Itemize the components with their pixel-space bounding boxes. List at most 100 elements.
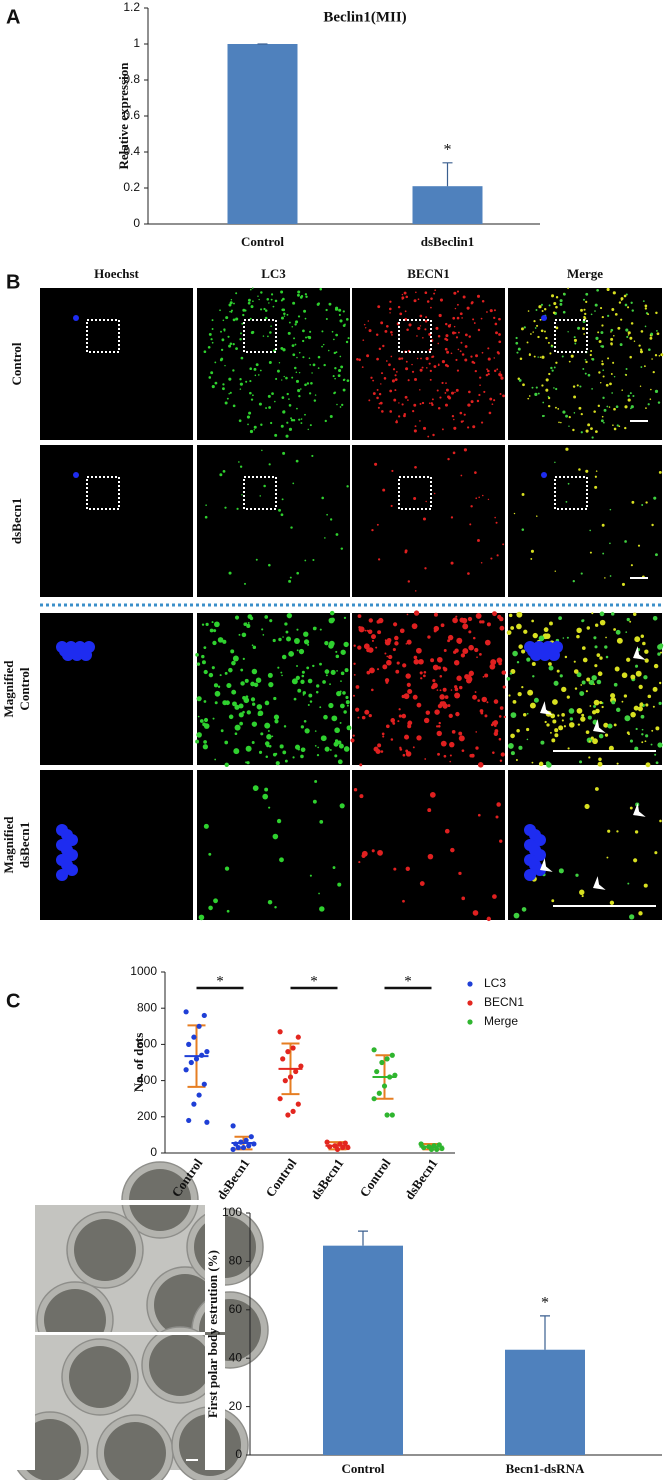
signal-dot	[243, 582, 246, 585]
signal-dot	[245, 761, 248, 764]
signal-dot	[270, 421, 273, 425]
signal-dot	[246, 623, 251, 628]
signal-dot	[562, 410, 566, 414]
signal-dot	[455, 388, 459, 392]
signal-dot	[599, 656, 603, 660]
signal-dot	[506, 630, 512, 635]
signal-dot	[437, 364, 440, 367]
signal-dot	[433, 625, 440, 632]
y-tick-label: 400	[137, 1073, 157, 1087]
signal-dot	[411, 623, 418, 630]
signal-dot	[288, 398, 290, 400]
signal-dot	[526, 712, 529, 715]
signal-dot	[481, 300, 485, 303]
signal-dot	[309, 424, 312, 427]
signal-dot	[221, 338, 225, 342]
signal-dot	[589, 529, 592, 532]
data-point	[186, 1117, 192, 1124]
signal-dot	[585, 292, 589, 296]
signal-dot	[338, 313, 341, 316]
signal-dot	[317, 746, 319, 749]
signal-dot	[552, 311, 556, 314]
signal-dot	[301, 674, 305, 678]
signal-dot	[576, 384, 579, 387]
signal-dot	[402, 753, 406, 757]
signal-dot	[606, 856, 609, 859]
signal-dot	[492, 751, 495, 754]
signal-dot	[506, 676, 511, 681]
signal-dot	[293, 337, 296, 340]
signal-dot	[474, 471, 477, 474]
signal-dot	[470, 400, 474, 404]
signal-dot	[405, 367, 409, 371]
signal-dot	[401, 403, 404, 406]
signal-dot	[411, 363, 413, 366]
signal-dot	[486, 916, 492, 922]
signal-dot	[594, 475, 597, 478]
signal-dot	[291, 325, 294, 328]
signal-dot	[334, 377, 336, 380]
signal-dot	[625, 328, 629, 332]
signal-dot	[551, 369, 554, 372]
signal-dot	[566, 695, 570, 699]
signal-dot	[251, 721, 258, 727]
signal-dot	[306, 382, 310, 385]
signal-dot	[645, 703, 649, 707]
nucleus	[66, 849, 78, 861]
signal-dot	[253, 682, 259, 688]
signal-dot	[278, 508, 281, 512]
signal-dot	[569, 717, 574, 721]
signal-dot	[278, 362, 281, 364]
signal-dot	[536, 515, 538, 517]
signal-dot	[423, 717, 430, 724]
signal-dot	[337, 882, 342, 887]
signal-dot	[527, 689, 534, 696]
signal-dot	[472, 425, 476, 429]
signal-dot	[252, 394, 254, 397]
signal-dot	[364, 327, 367, 329]
signal-dot	[558, 421, 560, 424]
bar	[412, 186, 483, 224]
signal-dot	[632, 612, 637, 616]
legend-label: BECN1	[484, 995, 524, 1009]
signal-dot	[345, 700, 350, 705]
signal-dot	[302, 691, 306, 695]
signal-dot	[601, 345, 605, 348]
signal-dot	[480, 562, 483, 564]
signal-dot	[231, 689, 237, 695]
signal-dot	[424, 291, 428, 295]
signal-dot	[453, 418, 455, 421]
signal-dot	[389, 389, 393, 393]
signal-dot	[464, 333, 468, 337]
signal-dot	[604, 733, 609, 737]
signal-dot	[526, 738, 529, 741]
signal-dot	[339, 406, 342, 408]
image-background	[508, 288, 662, 440]
image-clip	[205, 1335, 225, 1470]
signal-dot	[285, 434, 289, 438]
signal-dot	[327, 349, 330, 352]
data-point	[384, 1056, 390, 1062]
signal-dot	[283, 375, 285, 378]
signal-dot	[232, 404, 236, 408]
signal-dot	[266, 734, 272, 740]
signal-dot	[557, 714, 560, 717]
signal-dot	[475, 354, 479, 358]
signal-dot	[419, 325, 422, 327]
signal-dot	[519, 357, 523, 360]
data-point	[381, 1083, 388, 1089]
signal-dot	[658, 355, 661, 357]
signal-dot	[287, 331, 291, 335]
signal-dot	[554, 461, 556, 464]
signal-dot	[303, 719, 307, 723]
signal-dot	[605, 636, 607, 639]
signal-dot	[657, 742, 663, 748]
data-point	[374, 1068, 380, 1075]
signal-dot	[283, 312, 286, 316]
data-point	[371, 1096, 377, 1102]
data-point	[204, 1049, 210, 1055]
signal-dot	[476, 294, 481, 298]
signal-dot	[640, 348, 643, 351]
signal-dot	[484, 673, 489, 678]
signal-dot	[343, 746, 350, 752]
